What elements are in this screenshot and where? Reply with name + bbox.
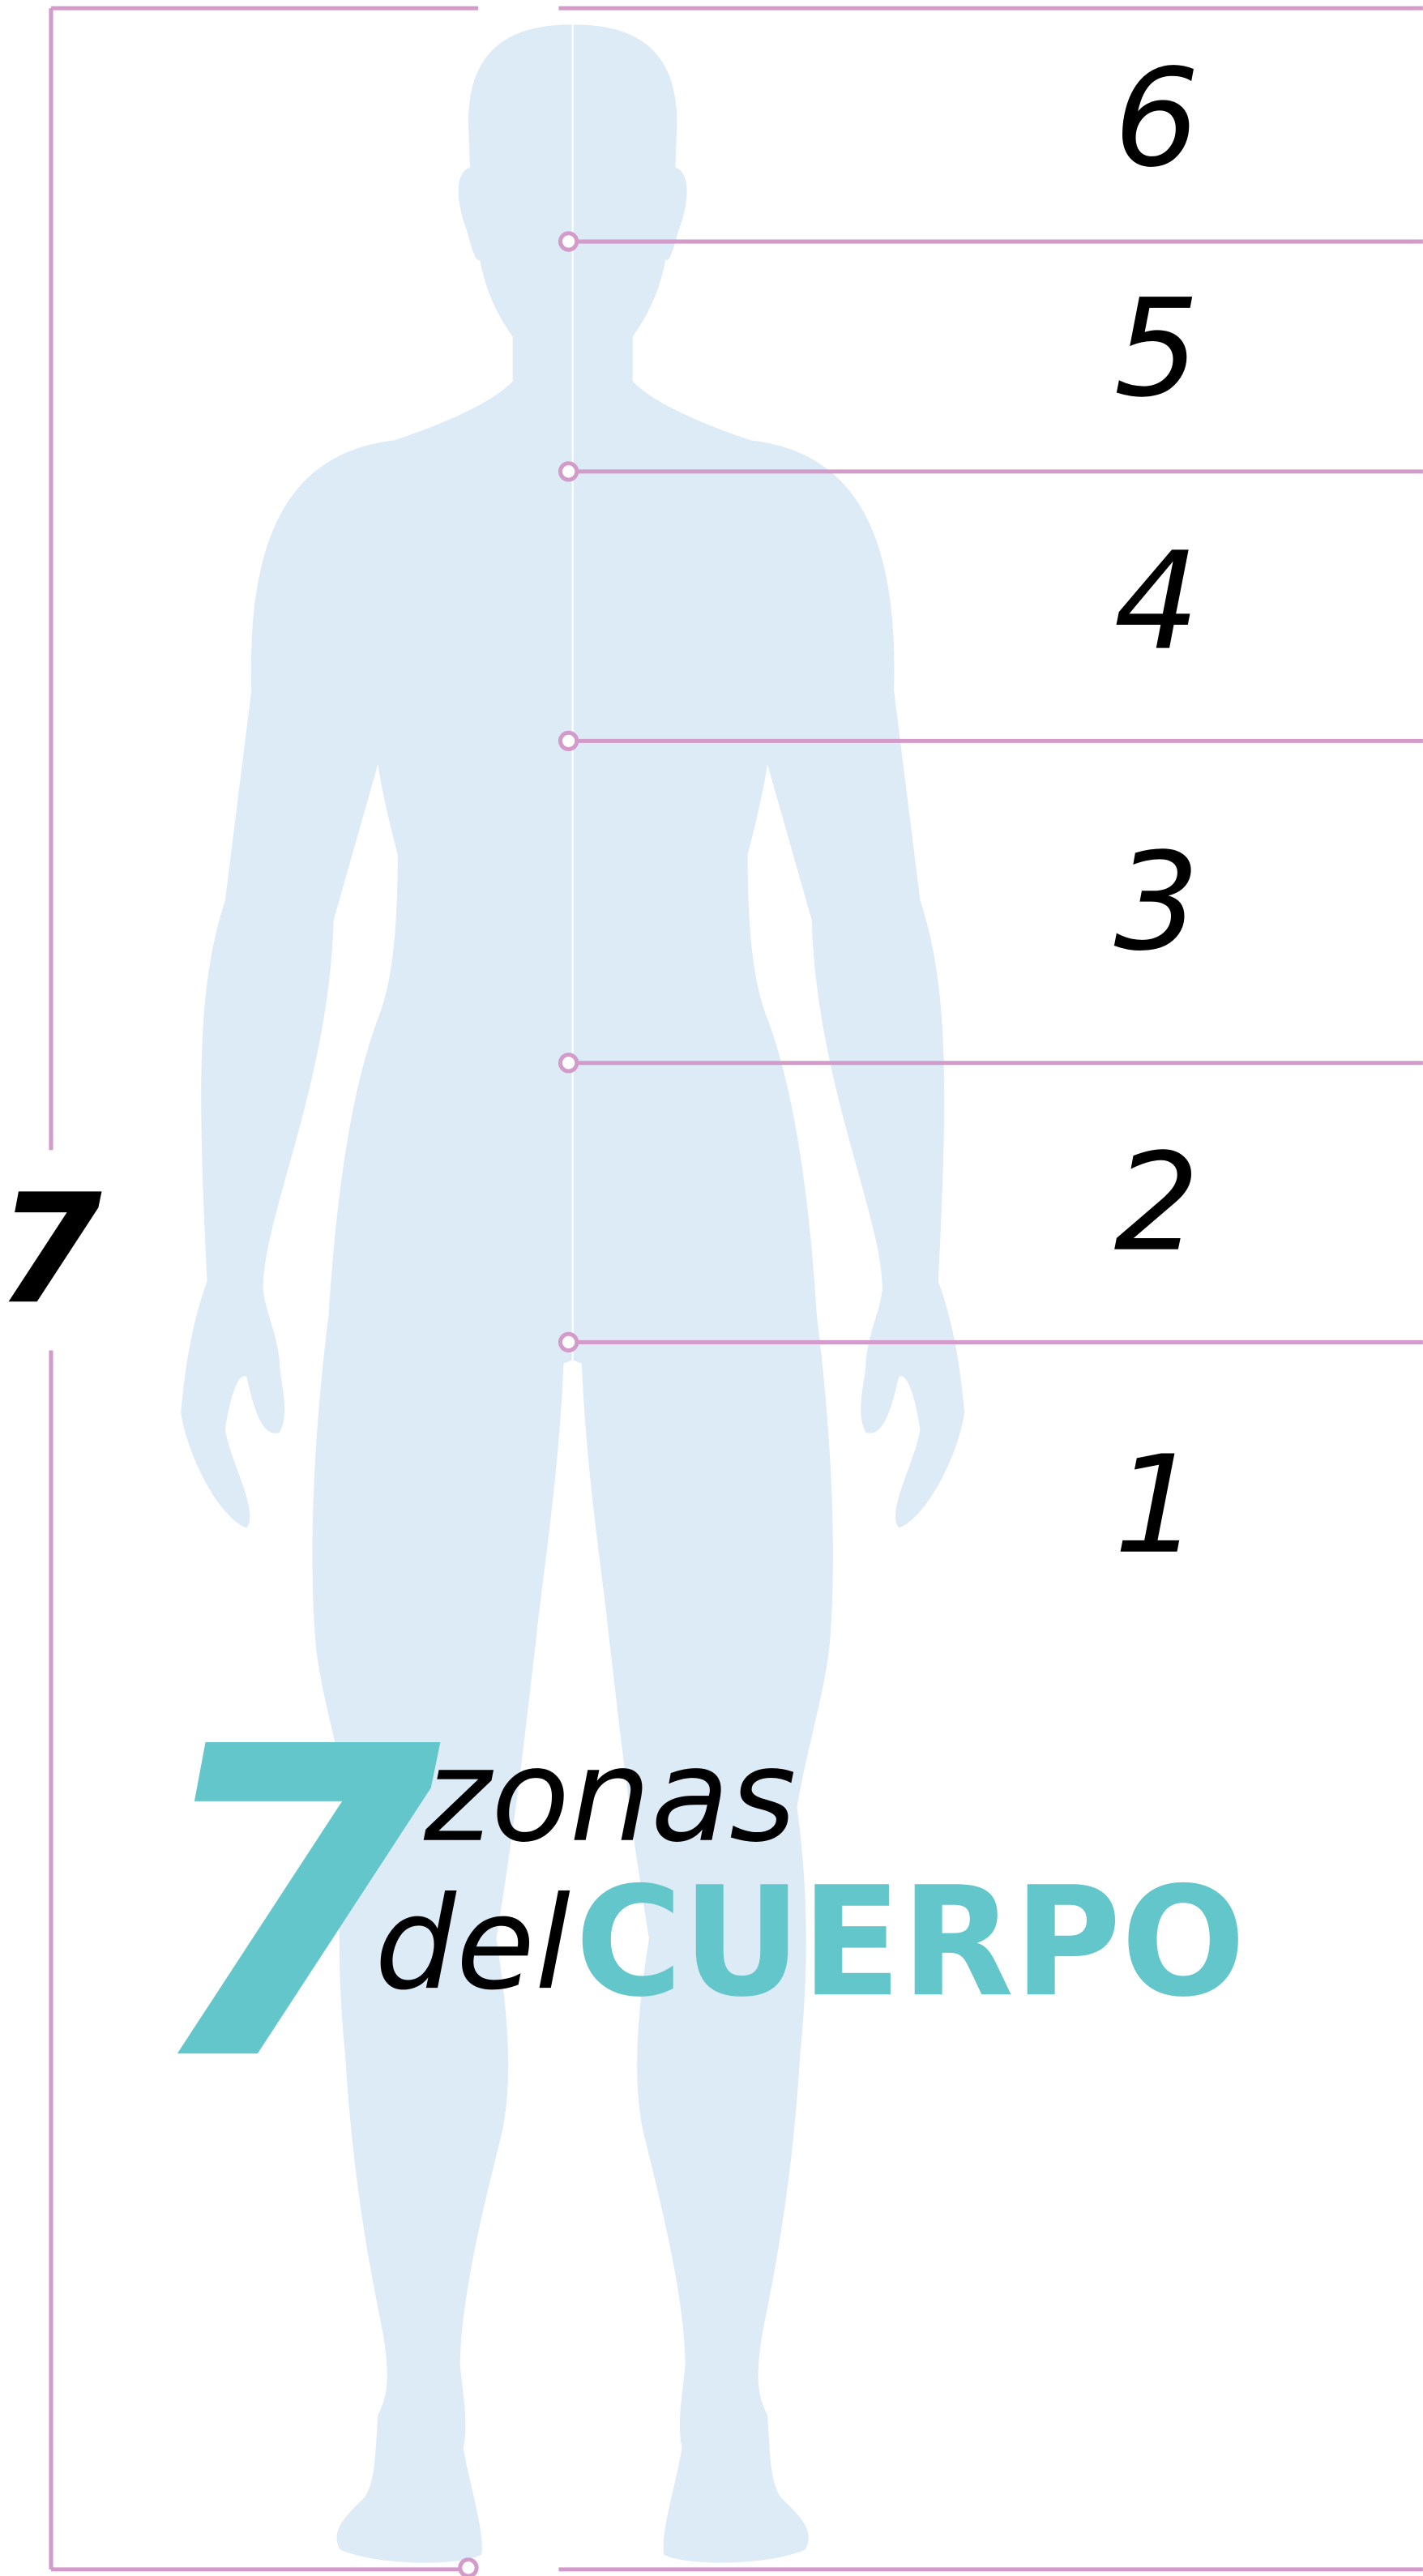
infographic: 654321 7 7 zonas del CUERPO: [0, 0, 1423, 2576]
marker-dot: [560, 464, 576, 480]
body-half: [181, 24, 572, 2562]
zone-numbers: 6 5 4 3 2 1: [1114, 41, 1200, 1584]
marker-dot: [560, 1334, 576, 1350]
title-word: zonas: [423, 1722, 796, 1871]
page: 654321 7 7 zonas del CUERPO (() => { con…: [0, 0, 1423, 2576]
marker-dot: [560, 733, 576, 749]
title-word: CUERPO: [575, 1854, 1246, 2030]
zone-number: 4: [1114, 524, 1200, 681]
body-half: [574, 24, 965, 2562]
body-silhouette: [181, 24, 964, 2562]
marker-dot: [560, 233, 576, 250]
title-word: del: [374, 1869, 570, 2019]
zone-number: 6: [1114, 41, 1200, 198]
zone-number: 1: [1114, 1428, 1200, 1584]
marker-dot: [460, 2560, 476, 2576]
zone-number: 3: [1114, 825, 1200, 981]
zone-number: 5: [1114, 271, 1200, 427]
side-number: 7: [0, 1161, 102, 1337]
zone-number: 2: [1114, 1126, 1200, 1282]
marker-dot: [560, 1055, 576, 1071]
